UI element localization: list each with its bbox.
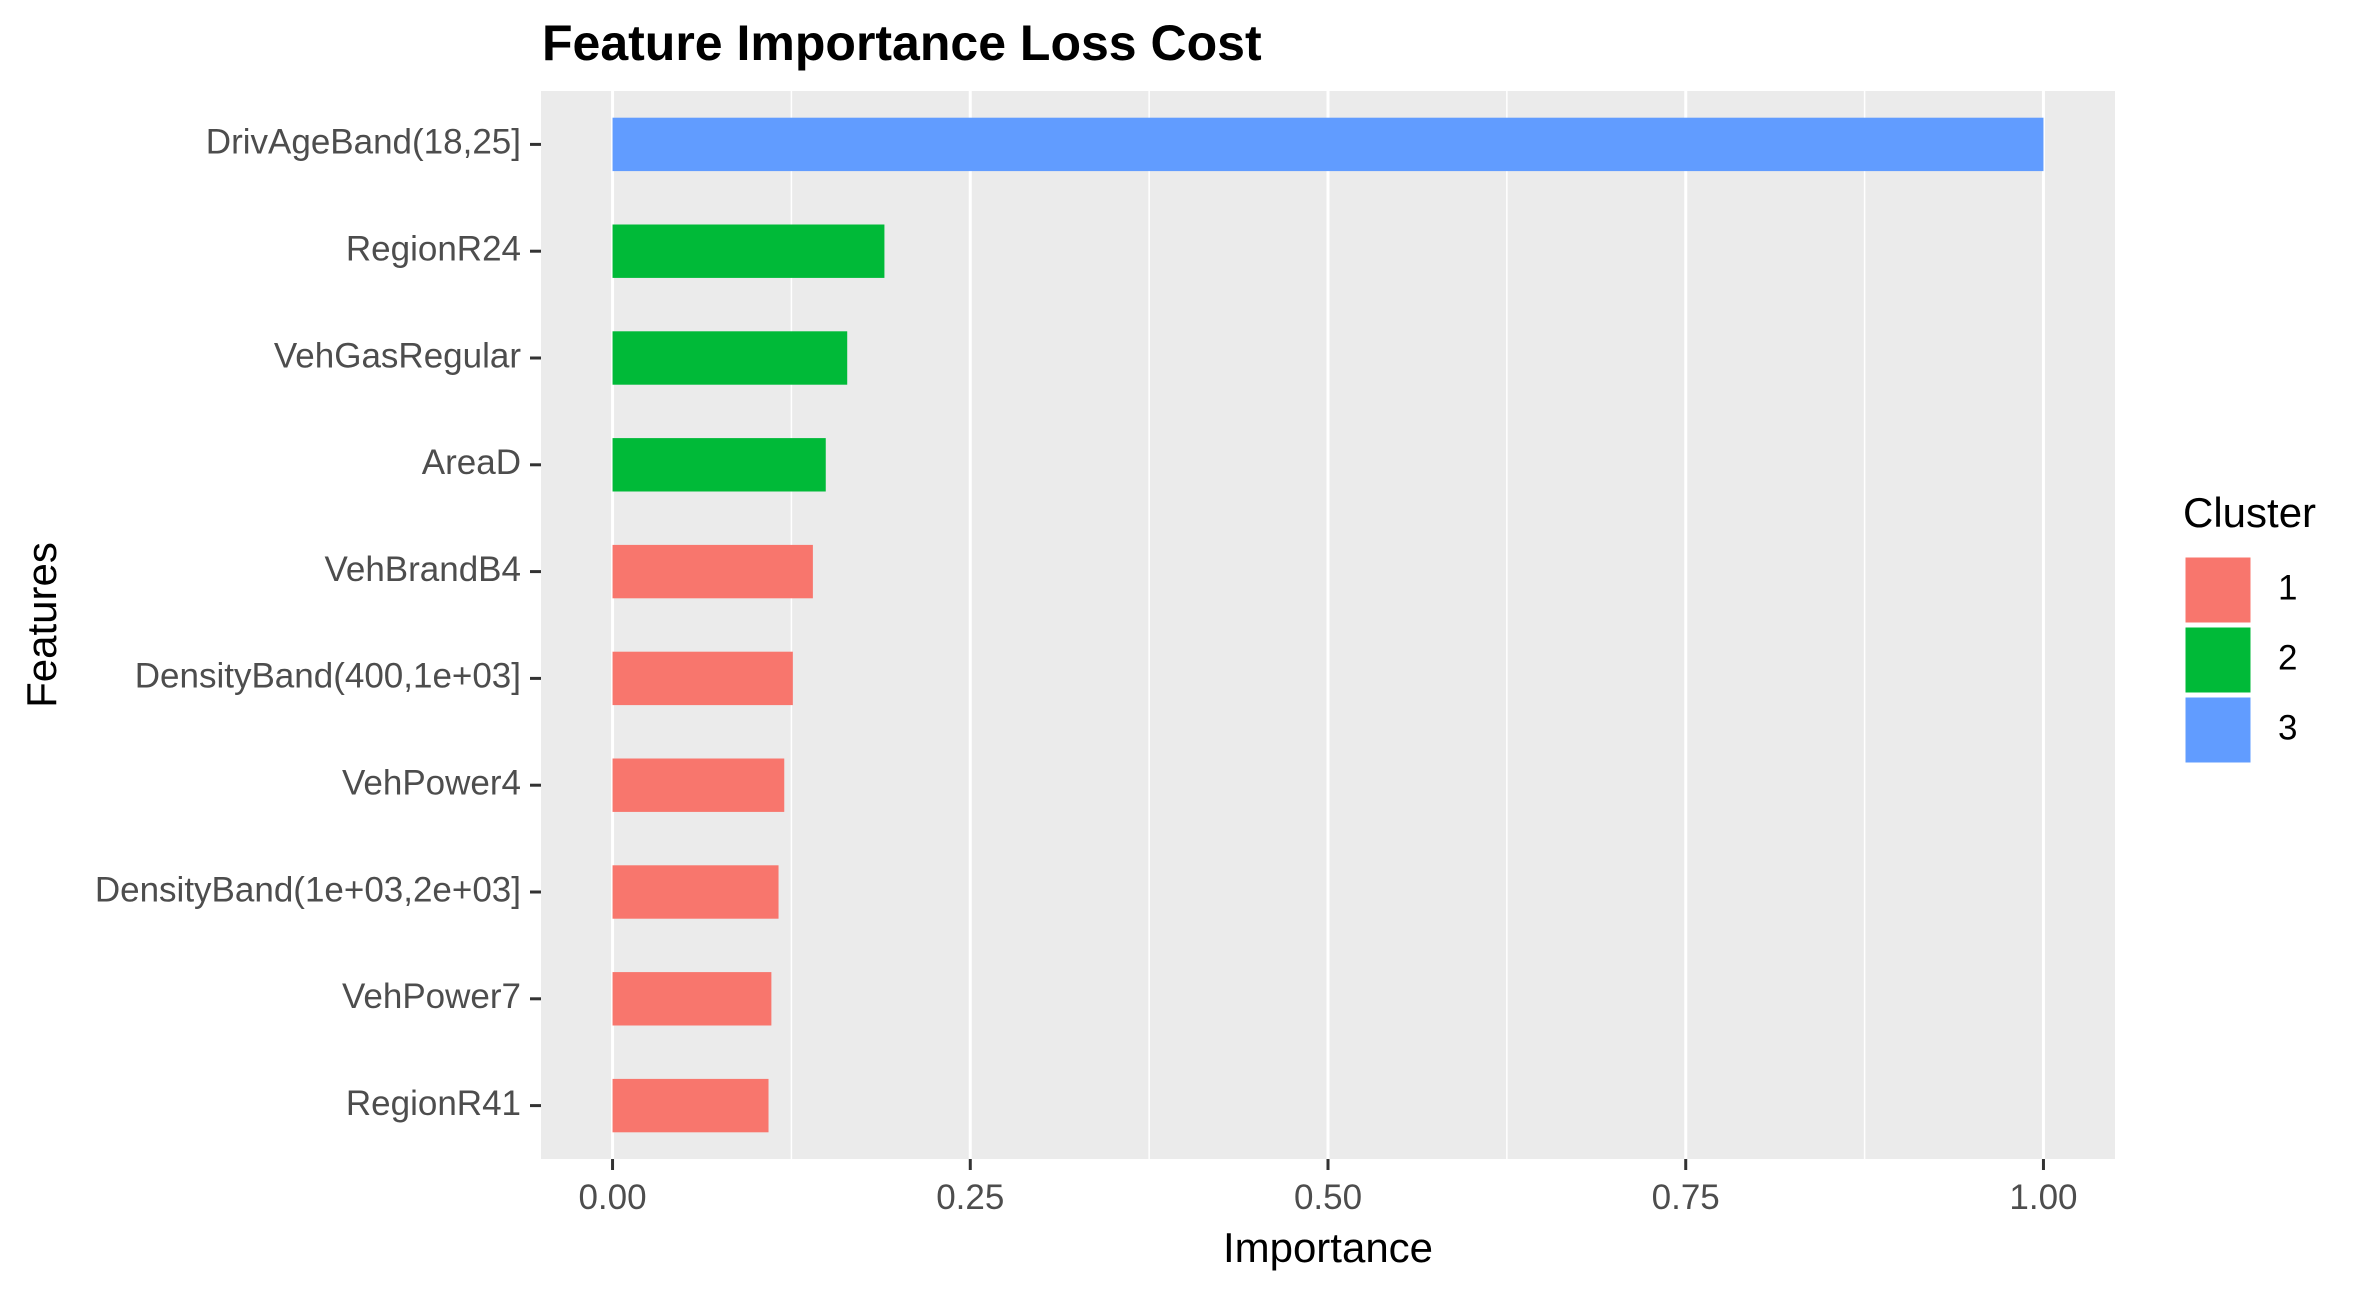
bar <box>612 331 848 385</box>
y-tick-label: AreaD <box>422 443 521 482</box>
y-tick-label: DrivAgeBand(18,25] <box>206 123 521 162</box>
y-tick-label: VehPower7 <box>342 977 521 1016</box>
bar <box>612 117 2044 172</box>
x-tick-label: 0.25 <box>936 1178 1004 1217</box>
bars-group <box>612 117 2044 1133</box>
bar <box>612 224 885 278</box>
bar <box>612 865 779 919</box>
bar <box>612 651 793 706</box>
x-axis-title: Importance <box>1223 1224 1433 1271</box>
y-tick-label: DensityBand(1e+03,2e+03] <box>95 870 521 909</box>
y-axis: DrivAgeBand(18,25] RegionR24 VehGasRegular… <box>95 123 541 1123</box>
chart-title: Feature Importance Loss Cost <box>542 15 1262 71</box>
legend: Cluster 1 2 3 <box>2182 489 2316 766</box>
x-tick-label: 0.50 <box>1294 1178 1362 1217</box>
bar <box>612 438 826 492</box>
y-tick-label: RegionR24 <box>346 229 521 268</box>
y-tick-label: VehPower4 <box>342 763 521 802</box>
y-tick-label: DensityBand(400,1e+03] <box>135 657 521 696</box>
bar <box>612 972 772 1026</box>
y-tick-label: VehGasRegular <box>274 336 521 375</box>
y-tick-label: RegionR41 <box>346 1084 521 1123</box>
x-tick-label: 1.00 <box>2009 1178 2077 1217</box>
x-tick-label: 0.75 <box>1652 1178 1720 1217</box>
bar <box>612 758 785 812</box>
bar <box>612 544 813 599</box>
legend-title: Cluster <box>2183 489 2316 536</box>
y-axis-title: Features <box>18 542 65 708</box>
major-gridlines <box>611 91 2045 1159</box>
legend-key <box>2182 624 2254 696</box>
legend-label: 2 <box>2278 638 2297 677</box>
legend-label: 3 <box>2278 708 2297 747</box>
legend-key <box>2182 694 2254 766</box>
legend-key <box>2182 554 2254 626</box>
x-tick-label: 0.00 <box>578 1178 646 1217</box>
y-tick-label: VehBrandB4 <box>324 550 521 589</box>
legend-label: 1 <box>2278 568 2297 607</box>
bar <box>612 1078 769 1133</box>
x-axis: 0.00 0.25 0.50 0.75 1.00 <box>578 1159 2078 1217</box>
